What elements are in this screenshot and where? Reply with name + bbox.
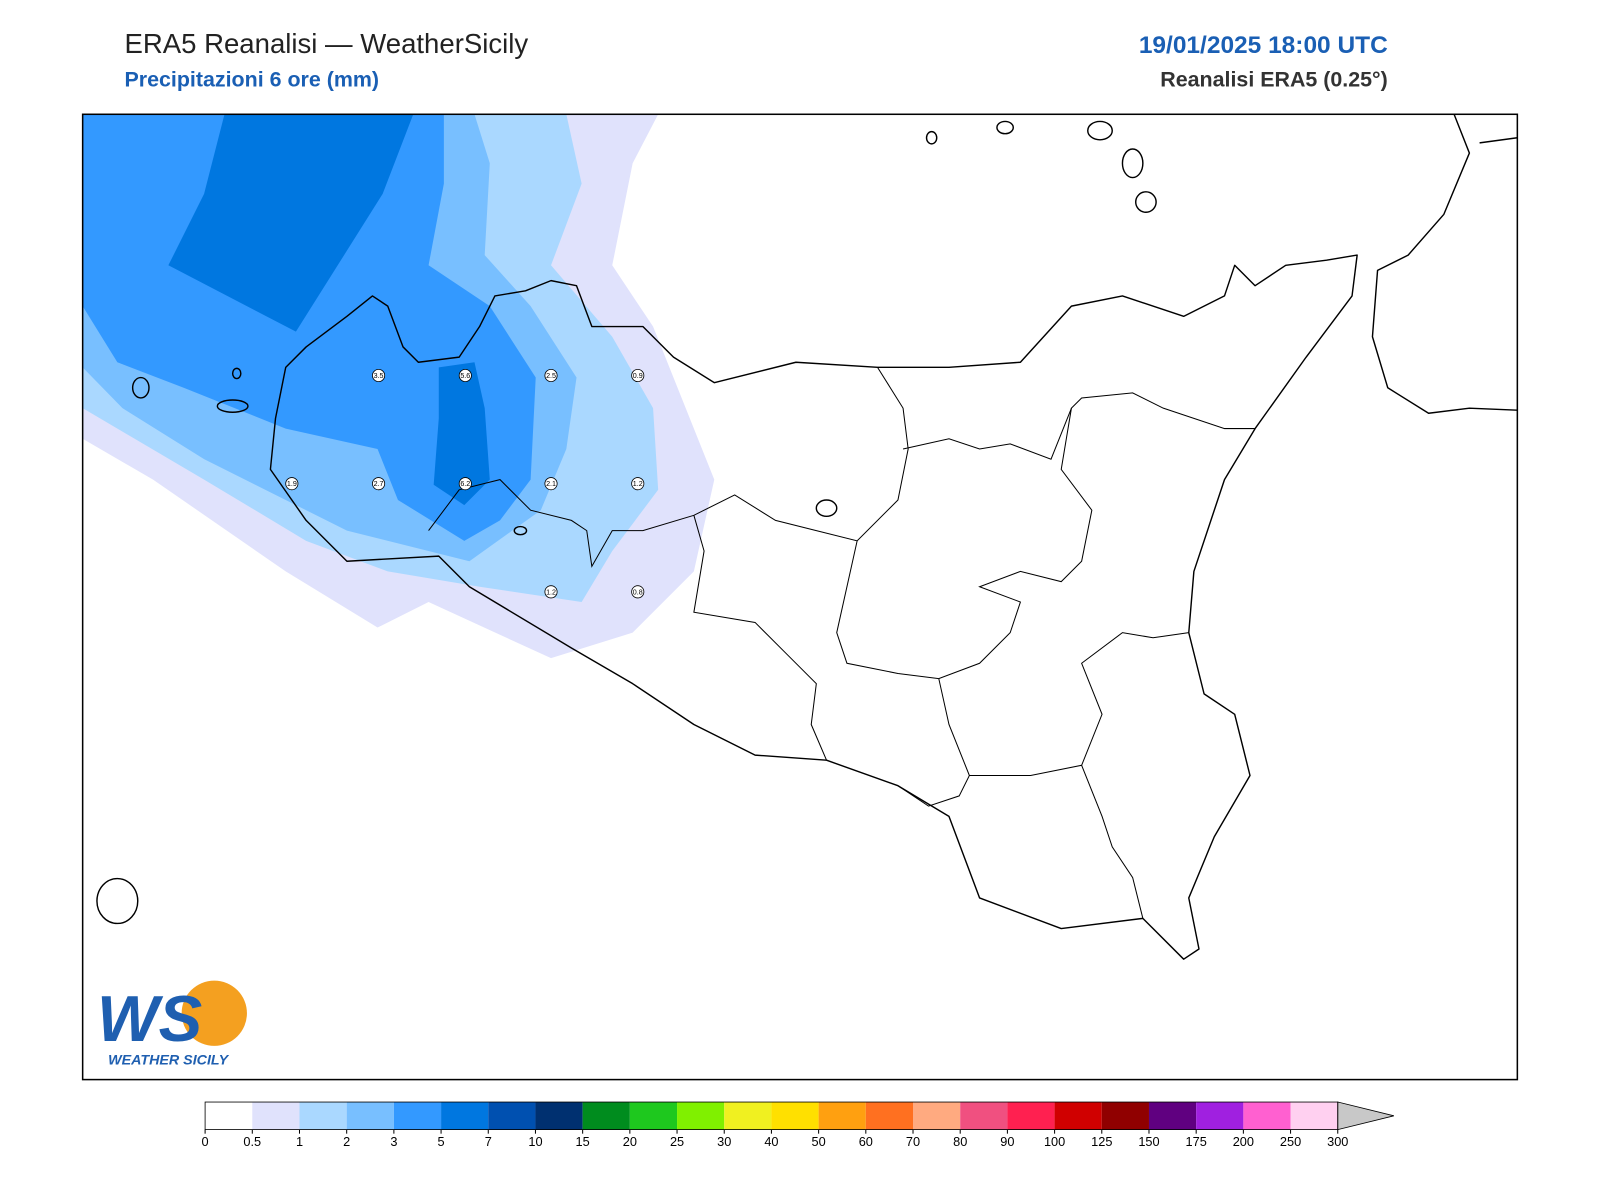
map-frame xyxy=(81,113,1519,1081)
map xyxy=(82,114,1518,1080)
colorbar-label: 3 xyxy=(390,1134,397,1149)
colorbar-swatch xyxy=(724,1102,772,1130)
colorbar-label: 80 xyxy=(953,1134,967,1149)
islands xyxy=(96,120,1157,925)
colorbar-label: 300 xyxy=(1327,1134,1348,1149)
station-value: 3.5 xyxy=(374,372,384,380)
colorbar-swatch xyxy=(441,1102,489,1130)
station-value: 1.2 xyxy=(633,480,643,488)
colorbar-swatch xyxy=(677,1102,725,1130)
station-value: 1.2 xyxy=(546,588,556,596)
source: Reanalisi ERA5 (0.25°) xyxy=(1160,68,1387,92)
colorbar-swatch xyxy=(1007,1102,1055,1130)
station-marker xyxy=(458,477,472,491)
colorbar-label: 1 xyxy=(296,1134,303,1149)
colorbar-label: 40 xyxy=(764,1134,778,1149)
colorbar-label: 60 xyxy=(859,1134,873,1149)
station-value: 2.5 xyxy=(546,372,556,380)
contour xyxy=(168,114,414,332)
title: ERA5 Reanalisi — WeatherSicily xyxy=(124,28,528,59)
colorbar-swatch xyxy=(1243,1102,1291,1130)
station-marker xyxy=(285,477,299,491)
province-boundaries xyxy=(428,367,1256,919)
colorbar-swatch xyxy=(960,1102,1008,1130)
station-marker xyxy=(544,585,558,599)
colorbar-label: 100 xyxy=(1044,1134,1065,1149)
station-value: 0.9 xyxy=(633,372,643,380)
colorbar-label: 250 xyxy=(1280,1134,1301,1149)
colorbar-swatch xyxy=(346,1102,394,1130)
station-marker xyxy=(372,368,386,383)
subtitle: Precipitazioni 6 ore (mm) xyxy=(124,68,379,92)
colorbar-label: 50 xyxy=(812,1134,826,1149)
colorbar-label: 125 xyxy=(1091,1134,1112,1149)
station-marker xyxy=(631,368,645,383)
colorbar-label: 200 xyxy=(1233,1134,1254,1149)
logo: WS WEATHER SICILY xyxy=(97,980,247,1068)
calabria-coastline xyxy=(1479,137,1518,144)
colorbar-label: 0 xyxy=(202,1134,209,1149)
calabria-coastline xyxy=(1371,114,1518,414)
station-marker xyxy=(544,368,558,383)
contour xyxy=(433,362,490,506)
station-value: 5.6 xyxy=(460,372,470,380)
colorbar-swatch xyxy=(299,1102,347,1130)
logo-sun xyxy=(181,980,247,1046)
colorbar: 0 0.5 1 2 3 5 7 10 15 20 25 30 40 50 60 70 80 90 100 125 150… xyxy=(202,1101,1394,1149)
colorbar-swatch xyxy=(1148,1102,1197,1130)
colorbar-swatch xyxy=(771,1102,819,1130)
station-value: 6.2 xyxy=(460,480,470,488)
colorbar-swatch xyxy=(913,1102,961,1130)
colorbar-label: 10 xyxy=(528,1134,542,1149)
colorbar-label: 7 xyxy=(485,1134,492,1149)
colorbar-label: 90 xyxy=(1000,1134,1014,1149)
colorbar-swatch xyxy=(1290,1102,1338,1130)
colorbar-swatch xyxy=(205,1102,253,1130)
colorbar-swatch xyxy=(865,1102,914,1130)
station-marker xyxy=(372,477,386,491)
colorbar-swatch xyxy=(252,1102,300,1130)
colorbar-label: 70 xyxy=(906,1134,920,1149)
colorbar-swatch xyxy=(582,1102,630,1130)
colorbar-label: 2 xyxy=(343,1134,350,1149)
colorbar-swatch xyxy=(629,1102,678,1130)
colorbar-label: 5 xyxy=(438,1134,445,1149)
station-value: 0.8 xyxy=(633,588,643,596)
colorbar-swatch xyxy=(1196,1102,1244,1130)
colorbar-swatch xyxy=(1054,1102,1102,1130)
colorbar-swatch xyxy=(818,1102,866,1130)
colorbar-extension xyxy=(1337,1101,1394,1131)
station-marker xyxy=(458,368,472,383)
station-value: 2.7 xyxy=(374,480,384,488)
station-marker xyxy=(631,477,645,491)
station-values: 3.5 5.6 2.5 0.9 1.9 2.7 6.2 2.1 1.2 1.2 0.8 xyxy=(285,368,645,599)
colorbar-label: 25 xyxy=(670,1134,684,1149)
station-value: 2.1 xyxy=(546,480,556,488)
colorbar-swatch xyxy=(535,1102,583,1130)
logo-mark: WS xyxy=(97,982,202,1055)
colorbar-label: 175 xyxy=(1186,1134,1207,1149)
logo-text: WEATHER SICILY xyxy=(108,1052,229,1068)
colorbar-swatch xyxy=(1101,1102,1149,1130)
colorbar-label: 150 xyxy=(1138,1134,1159,1149)
datetime: 19/01/2025 18:00 UTC xyxy=(1139,32,1388,59)
sicily-coastline xyxy=(269,254,1358,960)
station-marker xyxy=(544,477,558,491)
colorbar-swatch xyxy=(488,1102,536,1130)
station-value: 1.9 xyxy=(287,480,297,488)
colorbar-label: 30 xyxy=(717,1134,731,1149)
colorbar-label: 20 xyxy=(623,1134,637,1149)
colorbar-label: 15 xyxy=(576,1134,590,1149)
colorbar-label: 0.5 xyxy=(243,1134,261,1149)
colorbar-swatch xyxy=(393,1102,442,1130)
station-marker xyxy=(631,585,645,599)
